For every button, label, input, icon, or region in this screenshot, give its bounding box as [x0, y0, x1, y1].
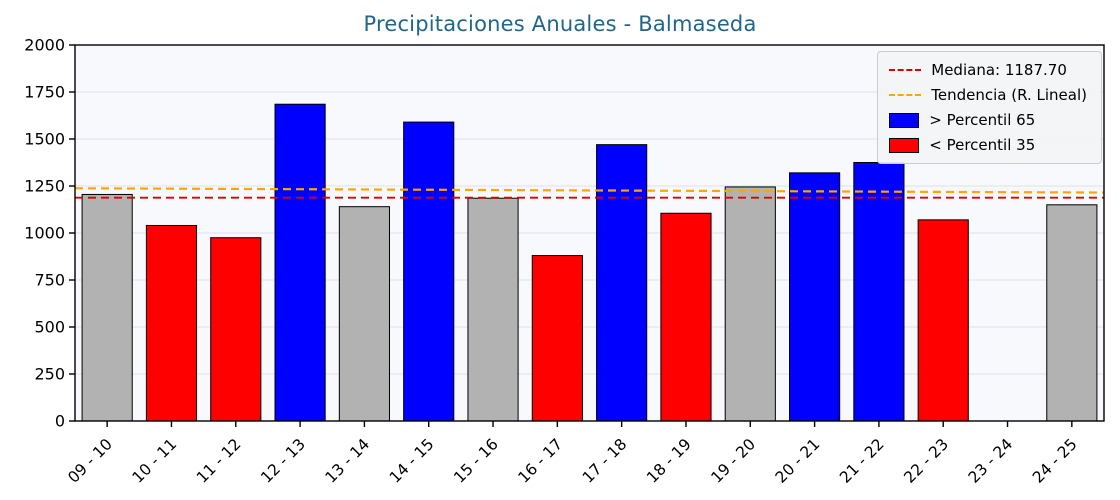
x-tick-label: 23 - 24	[965, 435, 1017, 487]
x-tick-label: 11 - 12	[193, 435, 245, 487]
chart-title: Precipitaciones Anuales - Balmaseda	[363, 12, 757, 36]
y-tick-label: 1500	[24, 130, 65, 149]
trend-line	[74, 187, 1105, 194]
y-tick-label: 750	[34, 271, 65, 290]
bar-09-10	[81, 193, 133, 422]
x-tick-label: 16 - 17	[515, 435, 567, 487]
bar-20-21	[789, 172, 841, 422]
bar-24-25	[1046, 204, 1098, 422]
bar-14-15	[403, 121, 455, 422]
below-percentile-swatch	[889, 137, 920, 153]
above-percentile-swatch	[889, 112, 920, 128]
bar-13-14	[338, 206, 390, 422]
y-tick-label: 1750	[24, 83, 65, 102]
x-tick-label: 18 - 19	[643, 435, 695, 487]
y-tick-label: 500	[34, 318, 65, 337]
bar-22-23	[917, 219, 969, 422]
legend-above-label: > Percentil 65	[929, 111, 1036, 129]
x-tick-label: 12 - 13	[257, 435, 309, 487]
legend: Mediana: 1187.70 Tendencia (R. Lineal) >…	[877, 51, 1102, 164]
bar-21-22	[853, 162, 905, 422]
legend-item-below-p35: < Percentil 35	[889, 136, 1087, 154]
legend-item-trend: Tendencia (R. Lineal)	[889, 86, 1087, 104]
legend-below-label: < Percentil 35	[929, 136, 1036, 154]
bar-16-17	[531, 255, 583, 422]
bar-17-18	[596, 144, 648, 422]
x-tick-label: 10 - 11	[129, 435, 181, 487]
x-tick-label: 13 - 14	[322, 435, 374, 487]
x-tick-label: 17 - 18	[579, 435, 631, 487]
median-line-swatch	[889, 69, 922, 71]
y-tick-label: 1000	[24, 224, 65, 243]
y-tick-label: 250	[34, 365, 65, 384]
x-tick-label: 22 - 23	[900, 435, 952, 487]
bar-18-19	[660, 212, 712, 422]
bar-12-13	[274, 103, 326, 422]
x-tick-label: 15 - 16	[450, 435, 502, 487]
y-tick-label: 0	[55, 412, 65, 431]
legend-median-label: Mediana: 1187.70	[931, 61, 1067, 79]
bar-15-16	[467, 197, 519, 422]
bar-11-12	[210, 237, 262, 422]
legend-item-median: Mediana: 1187.70	[889, 61, 1087, 79]
y-tick-label: 2000	[24, 36, 65, 55]
x-tick-label: 20 - 21	[772, 435, 824, 487]
legend-item-above-p65: > Percentil 65	[889, 111, 1087, 129]
bar-10-11	[145, 224, 198, 422]
bar-19-20	[724, 186, 776, 422]
x-tick-label: 09 - 10	[64, 435, 116, 487]
x-tick-label: 14 - 15	[386, 435, 438, 487]
x-tick-label: 21 - 22	[836, 435, 888, 487]
y-tick-label: 1250	[24, 177, 65, 196]
legend-trend-label: Tendencia (R. Lineal)	[931, 86, 1087, 104]
trend-line-swatch	[889, 94, 922, 96]
x-tick-label: 19 - 20	[708, 435, 760, 487]
x-tick-label: 24 - 25	[1029, 435, 1081, 487]
